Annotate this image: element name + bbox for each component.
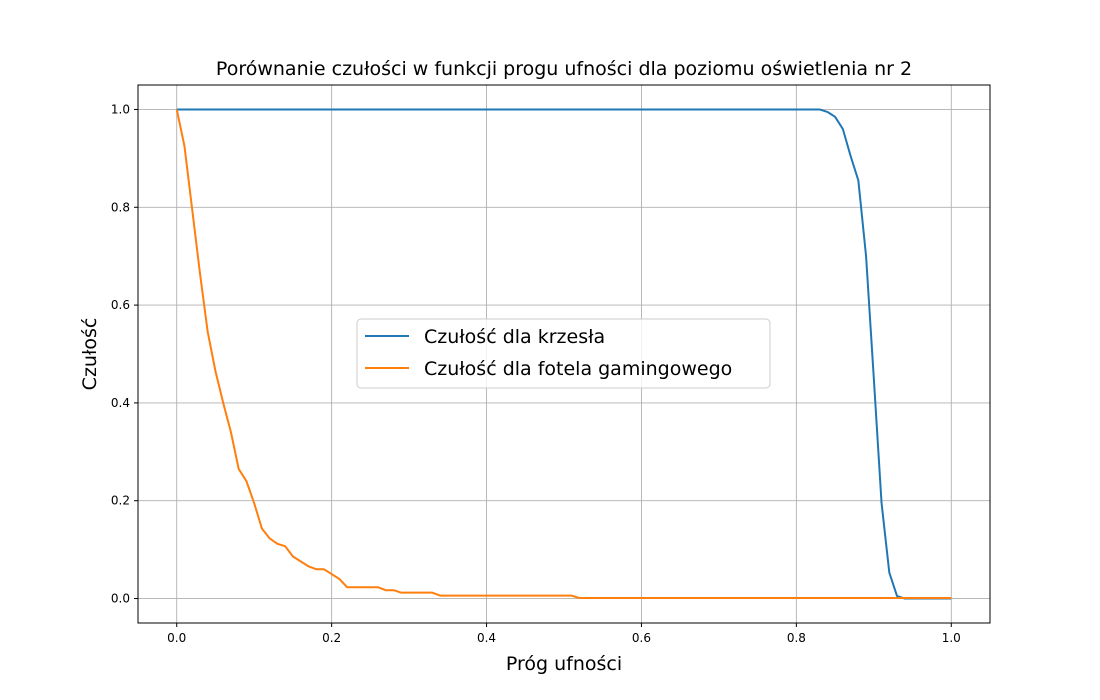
x-tick-label: 1.0 [942, 631, 961, 645]
x-tick-label: 0.6 [632, 631, 651, 645]
y-axis-label: Czułość [79, 318, 101, 391]
series-lines [175, 108, 952, 600]
plot-frame [137, 84, 991, 624]
y-tick-label: 1.0 [111, 102, 130, 116]
legend-label-2: Czułość dla fotela gamingowego [424, 358, 732, 380]
legend-label-1: Czułość dla krzesła [424, 326, 605, 348]
y-tick-label: 0.0 [111, 592, 130, 606]
y-tick-label: 0.8 [111, 200, 130, 214]
x-tick-label: 0.8 [787, 631, 806, 645]
x-tick-label: 0.2 [322, 631, 341, 645]
legend-box [356, 318, 771, 389]
series-line-1 [176, 108, 952, 600]
x-axis-label: Próg ufności [506, 653, 622, 675]
x-tick-label: 0.0 [167, 631, 186, 645]
y-tick-label: 0.6 [111, 298, 130, 312]
chart-title: Porównanie czułości w funkcji progu ufno… [216, 58, 912, 80]
y-tick-label: 0.2 [111, 494, 130, 508]
x-tick-label: 0.4 [477, 631, 496, 645]
series-line-2 [175, 109, 952, 600]
legend: Czułość dla krzesła Czułość dla fotela ga… [356, 318, 771, 389]
axis-ticks: 0.0 0.2 0.4 0.6 0.8 1.0 0.0 0.2 0.4 0.6 0.8 1.0 [111, 102, 961, 645]
y-tick-label: 0.4 [111, 396, 130, 410]
